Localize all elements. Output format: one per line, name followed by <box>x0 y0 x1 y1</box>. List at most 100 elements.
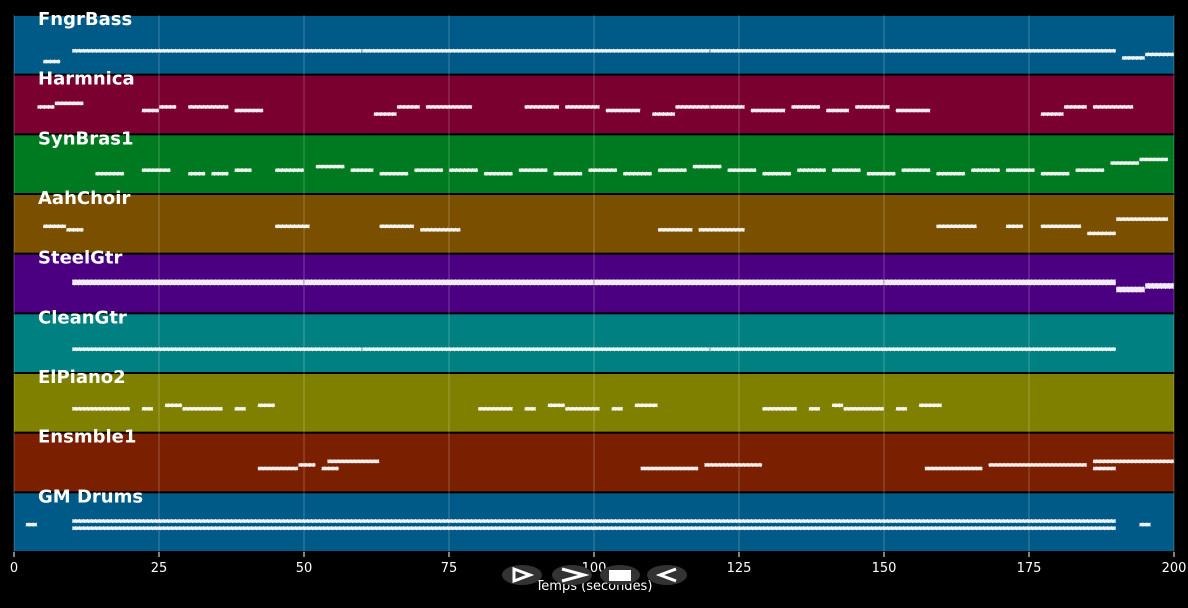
note <box>141 108 160 113</box>
note <box>396 104 421 110</box>
track-label: ElPiano2 <box>38 367 126 388</box>
play-button[interactable] <box>502 565 542 585</box>
note <box>71 279 305 286</box>
note <box>657 167 688 173</box>
track-lane <box>14 433 1174 492</box>
note <box>790 104 821 110</box>
note <box>553 171 583 177</box>
note <box>321 466 340 471</box>
track-label: SteelGtr <box>38 248 123 269</box>
track-label: GM Drums <box>38 486 143 507</box>
note <box>761 171 792 177</box>
x-tick-label: 75 <box>441 561 458 576</box>
track-label: SynBras1 <box>38 128 134 149</box>
note <box>350 167 374 173</box>
note <box>71 48 363 54</box>
note <box>796 167 827 173</box>
note <box>94 171 125 177</box>
note <box>674 104 711 110</box>
note <box>36 104 55 110</box>
note <box>1092 466 1117 471</box>
note <box>477 406 514 412</box>
note <box>158 104 177 110</box>
note <box>274 223 311 229</box>
note <box>1109 160 1140 166</box>
note <box>524 406 537 412</box>
note <box>843 406 885 412</box>
note <box>698 227 746 233</box>
note <box>808 406 821 412</box>
note <box>1115 216 1169 222</box>
note <box>54 101 84 106</box>
note <box>901 167 931 173</box>
note <box>692 164 722 169</box>
note <box>895 108 931 113</box>
x-tick-label: 125 <box>727 561 752 576</box>
track-label: Harmnica <box>38 69 135 90</box>
note <box>379 171 409 177</box>
note <box>71 525 1117 531</box>
note <box>703 462 763 468</box>
note <box>866 171 896 177</box>
note <box>1092 459 1175 464</box>
note <box>1144 282 1175 290</box>
note <box>71 346 363 352</box>
note <box>141 406 154 412</box>
note <box>274 167 305 173</box>
track-lane <box>14 16 1174 74</box>
note <box>518 167 548 173</box>
x-tick-label: 25 <box>151 561 168 576</box>
note <box>234 108 264 113</box>
back-button[interactable] <box>647 565 687 585</box>
note <box>825 108 850 113</box>
note <box>379 223 415 229</box>
note <box>564 406 601 412</box>
note <box>361 48 711 54</box>
track-label: AahChoir <box>38 188 130 209</box>
note <box>605 108 641 113</box>
note <box>634 402 659 408</box>
note <box>1144 52 1175 57</box>
note <box>164 402 183 408</box>
note <box>297 462 316 468</box>
note <box>935 223 978 229</box>
note <box>1075 167 1105 173</box>
note <box>71 406 131 412</box>
note <box>315 164 345 169</box>
stop-button[interactable] <box>600 565 640 585</box>
note <box>234 406 247 412</box>
note <box>709 48 1117 54</box>
note <box>1040 111 1065 117</box>
note <box>210 171 229 177</box>
note <box>181 406 224 412</box>
note <box>709 346 1117 352</box>
note <box>1005 167 1036 173</box>
note <box>918 402 943 408</box>
track-lane <box>14 195 1174 253</box>
x-tick-label: 175 <box>1017 561 1042 576</box>
x-tick-label: 150 <box>872 561 897 576</box>
note <box>1121 55 1146 61</box>
note <box>640 466 699 471</box>
note <box>895 406 908 412</box>
note <box>611 406 624 412</box>
controls <box>502 565 687 585</box>
note <box>727 167 757 173</box>
note <box>326 459 380 464</box>
note <box>483 171 514 177</box>
track-lane <box>14 374 1174 432</box>
note <box>1040 171 1070 177</box>
forward-button[interactable] <box>552 565 592 585</box>
note <box>831 167 862 173</box>
note <box>361 346 711 352</box>
note <box>1005 223 1024 229</box>
note <box>854 104 891 110</box>
track-label: Ensmble1 <box>38 427 136 448</box>
note <box>988 462 1088 468</box>
note <box>883 279 1117 286</box>
note <box>187 104 229 110</box>
note <box>42 59 61 64</box>
note <box>1138 522 1152 527</box>
track-lane <box>14 75 1174 134</box>
